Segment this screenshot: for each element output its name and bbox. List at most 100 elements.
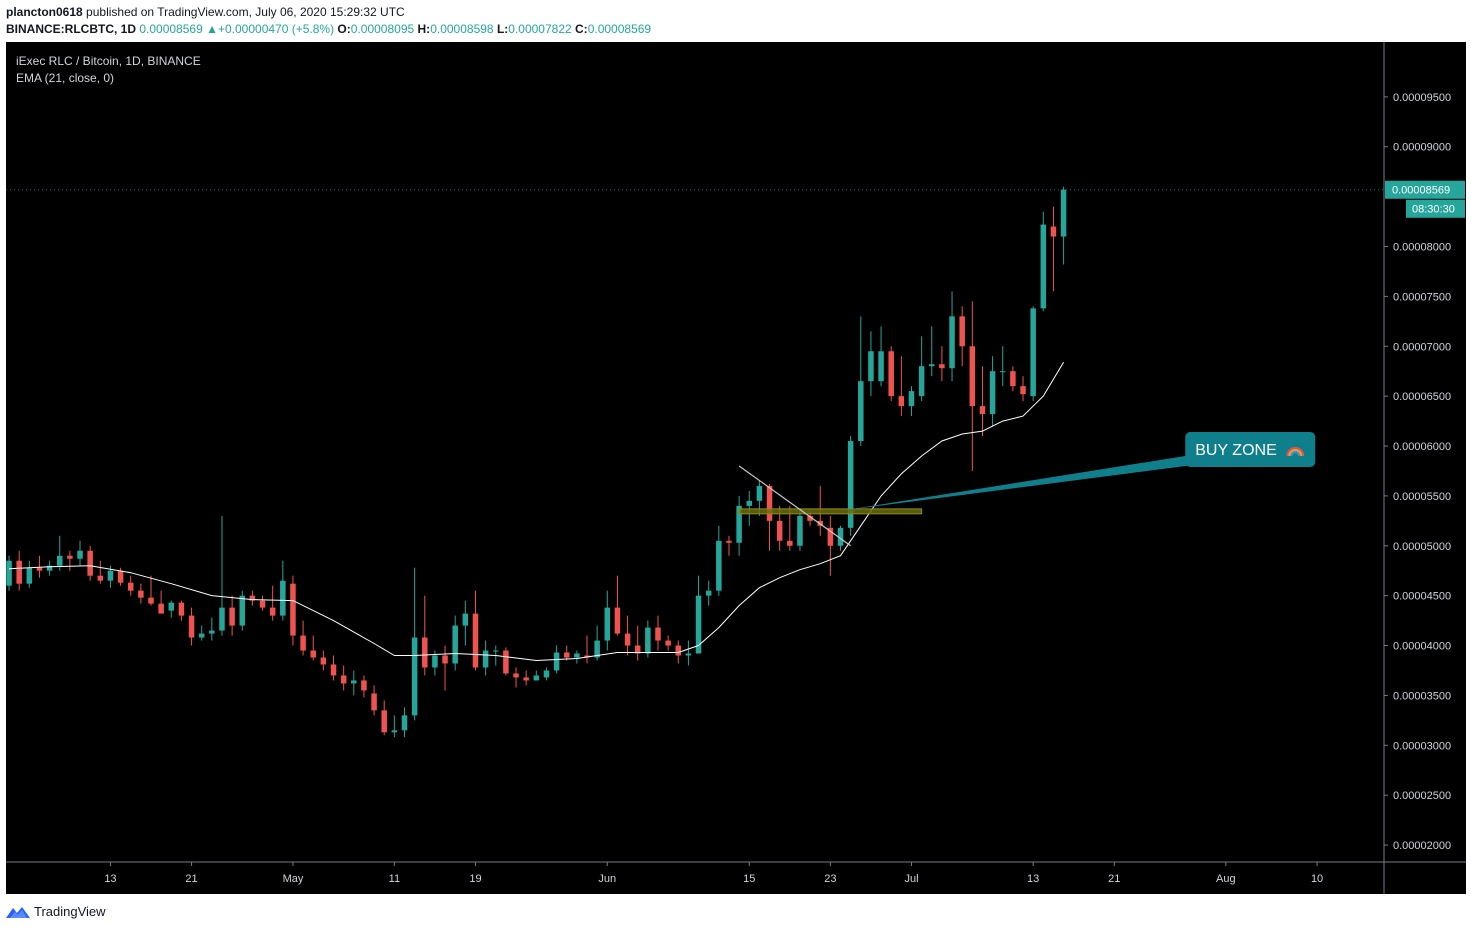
last-price-badge: [1385, 180, 1465, 199]
callout-box: [1185, 432, 1316, 468]
candle-up: [239, 595, 246, 626]
tradingview-brand[interactable]: TradingView: [6, 904, 106, 919]
candle-down: [381, 710, 387, 733]
candle-down: [1020, 386, 1026, 395]
candle-up: [543, 670, 550, 678]
ema-line: [8, 361, 1065, 662]
candle-up: [391, 730, 398, 733]
candle-down: [1050, 226, 1057, 237]
low-value: 0.00007822: [508, 22, 572, 36]
time-tick-label: 11: [389, 873, 400, 885]
price-tick-label: 0.00006500: [1393, 391, 1451, 403]
chart-footer: TradingView: [0, 894, 1471, 930]
candle-down: [634, 645, 641, 654]
candle-up: [736, 505, 742, 543]
close-value: 0.00008569: [587, 22, 652, 36]
candle-up: [411, 637, 418, 716]
candle-up: [716, 540, 722, 591]
candle-up: [198, 633, 205, 638]
candle-down: [787, 540, 793, 546]
candle-down: [36, 567, 43, 571]
candle-up: [219, 607, 225, 631]
close-label: C:: [575, 22, 588, 36]
time-tick-label: 15: [743, 873, 755, 885]
price-tick-label: 0.00002500: [1393, 790, 1451, 802]
tradingview-logo-icon: [6, 906, 30, 918]
candle-up: [594, 640, 600, 658]
candle-down: [807, 515, 813, 521]
chart-legend: iExec RLC / Bitcoin, 1D, BINANCE EMA (21…: [16, 53, 201, 87]
price-tick-label: 0.00005500: [1393, 491, 1451, 503]
candle-down: [624, 633, 631, 646]
price-tick-label: 0.00007000: [1393, 341, 1451, 353]
price-tick-label: 0.00009000: [1393, 142, 1451, 154]
candle-down: [259, 600, 266, 608]
candle-down: [563, 652, 570, 658]
price-tick-label: 0.00008000: [1393, 242, 1451, 254]
candle-up: [604, 607, 611, 641]
candle-down: [158, 603, 164, 614]
publish-info: plancton0618 published on TradingView.co…: [6, 5, 405, 19]
legend-indicator[interactable]: EMA (21, close, 0): [16, 71, 115, 85]
candle-up: [168, 602, 175, 611]
price-tick-label: 0.00003500: [1393, 690, 1451, 702]
last-price-label: 0.00008569: [1392, 185, 1450, 197]
time-tick-label: Jul: [904, 873, 918, 885]
candle-down: [888, 351, 894, 397]
price-chart[interactable]: 0.00002000 0.00002500 0.00003000 0.00003500…: [6, 42, 1466, 894]
time-tick-label: 13: [1027, 873, 1039, 885]
ohlc-line: BINANCE:RLCBTC, 1D 0.00008569 ▲+0.000004…: [6, 22, 651, 36]
candle-up: [26, 567, 33, 584]
countdown-badge: [1406, 199, 1465, 218]
author-name[interactable]: plancton0618: [6, 5, 83, 19]
callout-tail: [840, 455, 1194, 511]
candle-down: [310, 650, 316, 658]
high-label: H:: [417, 22, 431, 36]
candle-up: [553, 652, 560, 671]
candle-down: [939, 364, 945, 369]
candle-up: [6, 560, 12, 586]
candle-down: [442, 655, 448, 664]
price-tick-label: 0.00003000: [1393, 740, 1451, 752]
candle-up: [797, 515, 803, 546]
candle-down: [655, 627, 661, 641]
candle-down: [614, 607, 621, 634]
time-tick-label: 13: [104, 873, 116, 885]
time-tick-label: 21: [185, 873, 197, 885]
candle-down: [675, 645, 682, 656]
last-value: 0.00008569: [139, 22, 203, 36]
candle-down: [117, 570, 124, 583]
candle-down: [969, 346, 976, 407]
price-tick-label: 0.00009500: [1393, 92, 1451, 104]
candle-down: [229, 607, 235, 626]
candle-down: [726, 540, 732, 543]
change-value: +0.00000470 (+5.8%): [217, 22, 335, 36]
brand-name: TradingView: [34, 904, 106, 919]
candle-up: [401, 715, 408, 731]
candle-down: [1010, 371, 1016, 387]
price-tick-label: 0.00007500: [1393, 291, 1451, 303]
candle-up: [705, 590, 712, 596]
candle-down: [827, 527, 834, 546]
price-tick-label: 0.00002000: [1393, 840, 1451, 852]
candle-up: [1060, 189, 1067, 237]
change-arrow-icon: ▲: [206, 22, 218, 36]
candle-up: [493, 650, 499, 652]
candle-down: [513, 673, 519, 678]
candle-up: [918, 366, 925, 397]
candle-down: [472, 613, 479, 668]
candle-up: [645, 627, 651, 654]
candle-down: [290, 583, 296, 636]
rainbow-emoji-icon: [1290, 451, 1301, 457]
candle-down: [127, 582, 134, 591]
candle-down: [320, 657, 327, 665]
candle-down: [959, 316, 965, 347]
candle-down: [97, 575, 104, 581]
open-label: O:: [337, 22, 351, 36]
candle-up: [533, 675, 540, 681]
candle-up: [989, 371, 996, 415]
chart-frame[interactable]: 0.00002000 0.00002500 0.00003000 0.00003500…: [6, 42, 1466, 894]
price-tick-label: 0.00005000: [1393, 541, 1451, 553]
candle-down: [340, 675, 347, 684]
legend-title: iExec RLC / Bitcoin, 1D, BINANCE: [16, 54, 201, 68]
